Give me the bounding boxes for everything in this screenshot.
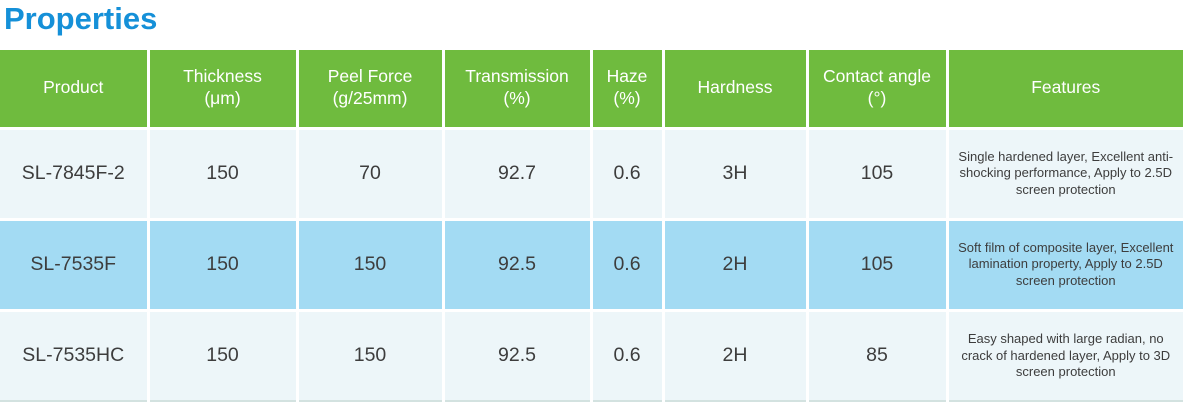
- cell-peel-force: 70: [295, 126, 445, 221]
- cell-peel-force: 150: [295, 217, 445, 312]
- table-row-sl-7535hc: SL-7535HC 150 150 92.5 0.6 2H 85 Easy sh…: [0, 308, 1183, 401]
- cell-features: Soft film of composite layer, Excellent …: [945, 217, 1183, 312]
- cell-thickness: 150: [146, 126, 299, 221]
- header-cell-thickness: Thickness (μm): [146, 50, 299, 130]
- cell-peel-force: 150: [295, 308, 445, 401]
- page-title: Properties: [4, 1, 158, 36]
- cell-haze: 0.6: [589, 308, 665, 401]
- header-cell-features: Features: [945, 50, 1183, 130]
- cell-transmission: 92.5: [441, 217, 593, 312]
- cell-features: Easy shaped with large radian, no crack …: [945, 308, 1183, 401]
- cell-product: SL-7535HC: [0, 308, 150, 401]
- cell-thickness: 150: [146, 308, 299, 401]
- cell-product: SL-7845F-2: [0, 126, 150, 221]
- cell-product: SL-7535F: [0, 217, 150, 312]
- header-cell-contact-angle: Contact angle (°): [805, 50, 949, 130]
- header-cell-product: Product: [0, 50, 150, 130]
- table-header-row: Product Thickness (μm) Peel Force (g/25m…: [0, 50, 1183, 130]
- cell-contact-angle: 105: [805, 126, 949, 221]
- properties-table: Product Thickness (μm) Peel Force (g/25m…: [0, 50, 1183, 402]
- header-cell-haze: Haze (%): [589, 50, 665, 130]
- table-row-sl-7845f-2: SL-7845F-2 150 70 92.7 0.6 3H 105 Single…: [0, 126, 1183, 221]
- table-row-sl-7535f: SL-7535F 150 150 92.5 0.6 2H 105 Soft fi…: [0, 217, 1183, 312]
- cell-transmission: 92.5: [441, 308, 593, 401]
- header-cell-hardness: Hardness: [661, 50, 809, 130]
- cell-features: Single hardened layer, Excellent anti-sh…: [945, 126, 1183, 221]
- header-cell-peel-force: Peel Force (g/25mm): [295, 50, 445, 130]
- cell-haze: 0.6: [589, 126, 665, 221]
- header-cell-transmission: Transmission (%): [441, 50, 593, 130]
- cell-hardness: 2H: [661, 217, 809, 312]
- cell-transmission: 92.7: [441, 126, 593, 221]
- cell-hardness: 3H: [661, 126, 809, 221]
- cell-hardness: 2H: [661, 308, 809, 401]
- cell-contact-angle: 85: [805, 308, 949, 401]
- cell-contact-angle: 105: [805, 217, 949, 312]
- cell-thickness: 150: [146, 217, 299, 312]
- cell-haze: 0.6: [589, 217, 665, 312]
